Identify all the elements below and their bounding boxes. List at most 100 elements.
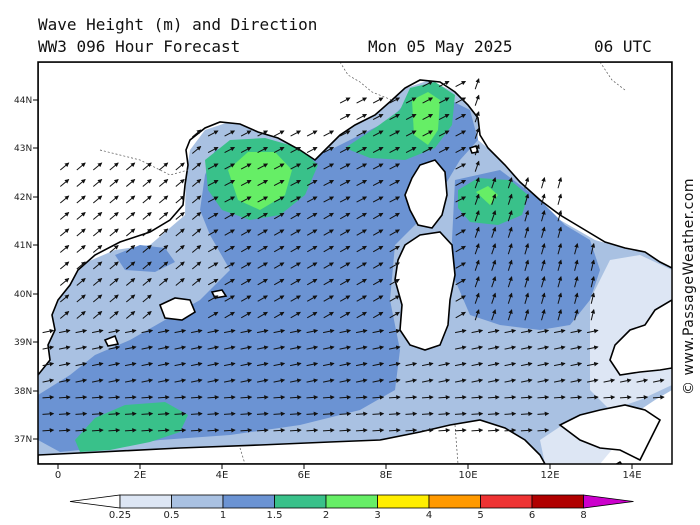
wave-arrow (59, 195, 70, 204)
wave-arrow (257, 278, 268, 286)
wave-arrow (421, 411, 434, 417)
wave-arrow (474, 309, 480, 321)
wave-arrow (323, 378, 335, 383)
wave-arrow (257, 361, 269, 367)
wave-arrow (405, 395, 418, 400)
wave-arrow (142, 162, 152, 171)
wave-arrow (491, 276, 497, 288)
lat-label: 43N (14, 144, 32, 154)
wave-arrow (240, 361, 253, 367)
wave-arrow (256, 395, 269, 400)
wave-arrow (455, 97, 467, 104)
wave-arrow (42, 328, 55, 334)
credit-text: © www.PassageWeather.com (681, 177, 697, 395)
wave-arrow (257, 245, 268, 253)
wave-arrow (504, 411, 517, 417)
wave-arrow (207, 411, 220, 417)
wave-arrow (323, 262, 334, 269)
wave-arrow (454, 395, 467, 400)
lat-label: 41N (14, 241, 32, 251)
wave-arrow (76, 311, 86, 319)
wave-arrow (372, 361, 385, 367)
wave-arrow (124, 411, 137, 417)
wave-arrow (142, 179, 152, 187)
wave-arrow (488, 378, 500, 383)
wave-arrow (455, 295, 466, 302)
wave-arrow (142, 212, 152, 220)
wave-arrow (59, 179, 70, 187)
wave-arrow (240, 295, 252, 302)
wave-arrow (389, 212, 400, 220)
wave-arrow (405, 97, 417, 104)
wave-arrow (240, 130, 252, 137)
wave-arrow (521, 361, 533, 367)
map-title: Wave Height (m) and Direction (38, 15, 318, 34)
wave-arrow (389, 295, 400, 302)
forecast-time: 06 UTC (594, 37, 652, 56)
wave-arrow (389, 163, 401, 170)
wave-arrow (76, 212, 86, 220)
wave-arrow (636, 395, 649, 400)
wave-arrow (306, 378, 319, 383)
legend-label: 5 (477, 510, 483, 521)
wave-arrow (224, 345, 236, 350)
wave-arrow (557, 176, 563, 189)
wave-arrow (109, 278, 119, 286)
wave-arrow (59, 278, 70, 286)
wave-arrow (207, 262, 219, 269)
wave-arrow (290, 328, 302, 334)
wave-arrow (92, 261, 103, 270)
wave-arrow (207, 278, 219, 286)
wave-arrow (59, 228, 70, 237)
wave-arrow (524, 259, 530, 271)
wave-arrow (191, 212, 202, 220)
wave-arrow (455, 146, 467, 154)
wave-arrow (257, 229, 268, 236)
wave-arrow (339, 395, 352, 400)
wave-arrow (306, 229, 318, 236)
wave-arrow (75, 361, 88, 367)
wave-arrow (504, 378, 517, 383)
wave-arrow (554, 345, 566, 350)
wave-arrow (224, 146, 236, 154)
wave-arrow (405, 130, 417, 137)
wave-arrow (537, 328, 550, 334)
wave-arrow (290, 146, 302, 154)
wave-arrow (474, 292, 480, 304)
legend-arrow-low (69, 494, 121, 509)
wave-arrow (356, 196, 368, 203)
wave-arrow (541, 176, 546, 189)
wave-arrow (124, 395, 137, 400)
wave-arrow (42, 345, 55, 350)
wave-arrow (207, 245, 219, 253)
wave-arrow (306, 212, 318, 220)
wave-arrow (191, 328, 203, 334)
wave-arrow (240, 146, 252, 154)
wave-arrow (339, 97, 351, 104)
wave-arrow (125, 345, 137, 350)
wave-arrow (125, 328, 137, 334)
wave-arrow (372, 146, 384, 154)
wave-arrow (158, 328, 170, 334)
wave-arrow (290, 295, 301, 302)
wave-arrow (142, 195, 152, 204)
wave-arrow (240, 345, 253, 350)
wave-arrow (520, 411, 533, 417)
wave-arrow (541, 226, 546, 238)
wave-arrow (207, 179, 219, 187)
wave-arrow (389, 361, 401, 367)
wave-arrow (175, 179, 185, 187)
wave-arrow (557, 193, 563, 205)
wave-arrow (356, 262, 367, 269)
wave-arrow (488, 328, 500, 334)
wave-arrow (125, 294, 136, 303)
legend-label: 3 (374, 510, 380, 521)
wave-arrow (290, 361, 302, 367)
wave-arrow (92, 328, 104, 334)
wave-arrow (306, 411, 319, 417)
wave-arrow (59, 212, 70, 220)
wave-arrow (438, 97, 450, 104)
wave-arrow (587, 378, 599, 383)
wave-arrow (355, 411, 368, 417)
wave-arrow (372, 97, 384, 104)
